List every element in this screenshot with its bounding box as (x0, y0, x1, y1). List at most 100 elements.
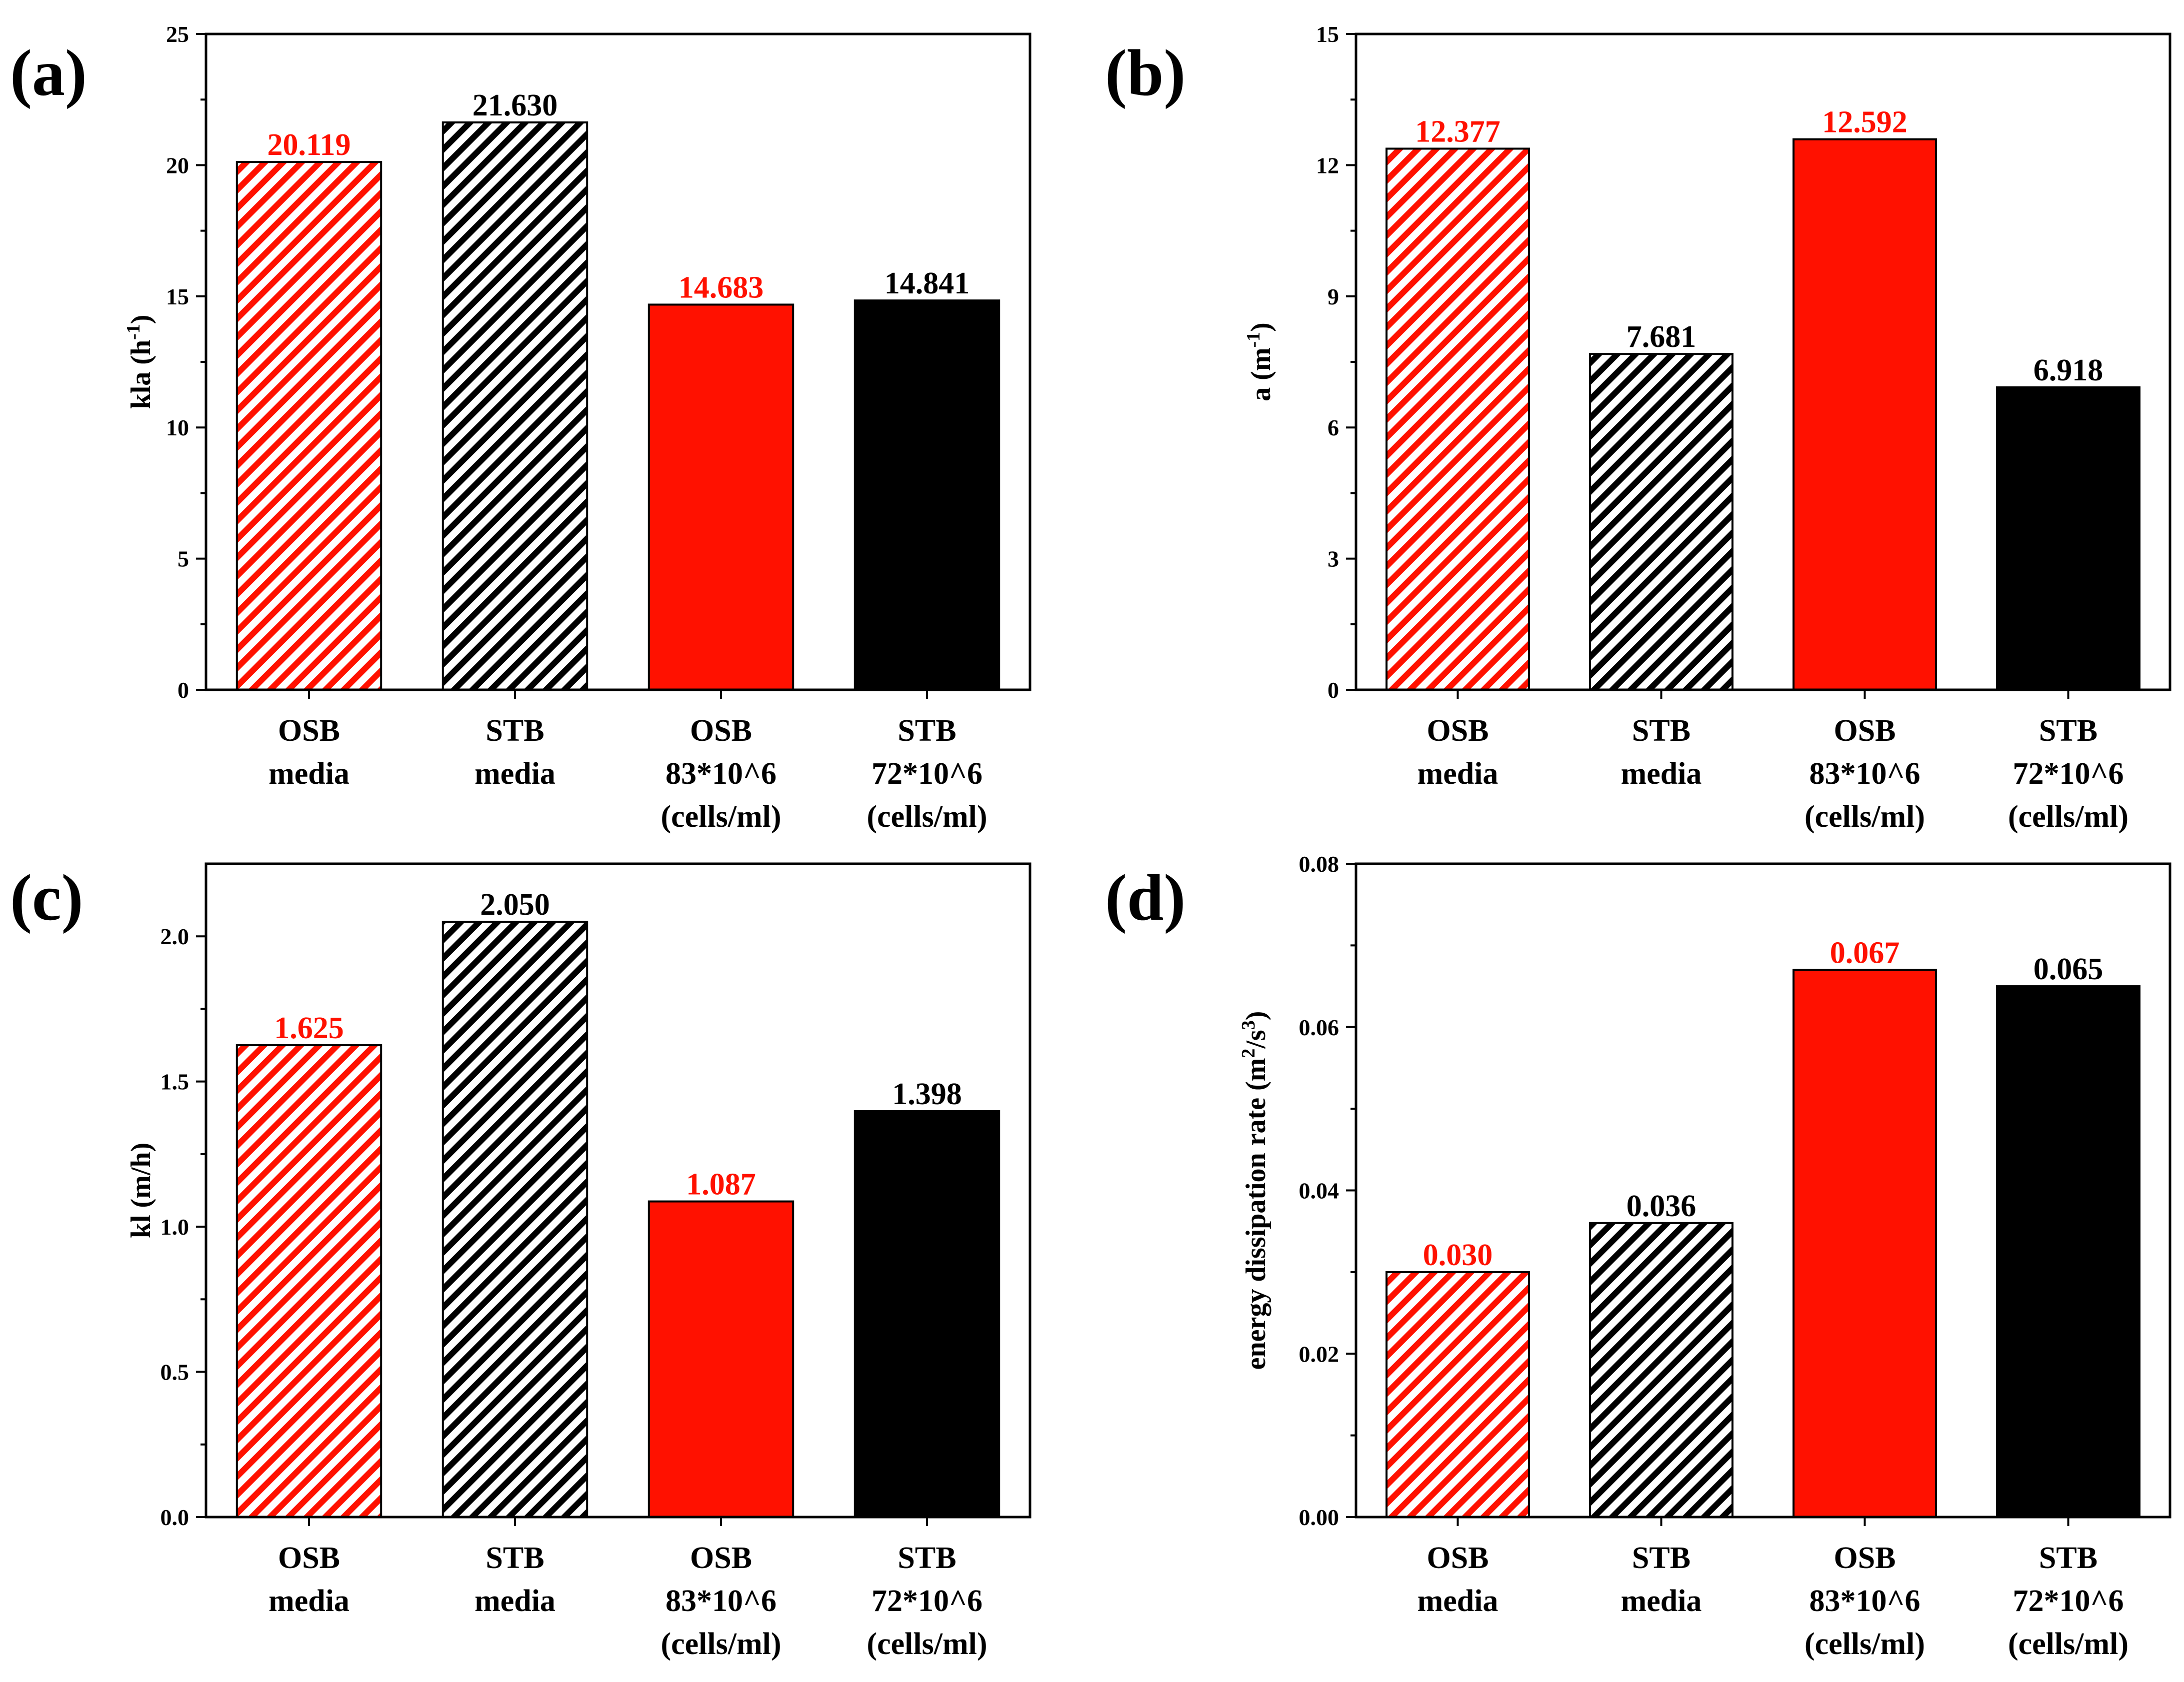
x-tick-label: 83*10^6 (666, 757, 776, 791)
x-tick-label: OSB (1834, 714, 1896, 748)
x-tick-label: OSB (278, 1541, 340, 1575)
x-tick-label: STB (2039, 714, 2098, 748)
x-tick-label: STB (1632, 714, 1690, 748)
y-tick-label: 25 (166, 21, 189, 47)
bar (1589, 353, 1734, 691)
bar (442, 121, 588, 691)
x-tick-label: OSB (690, 1541, 752, 1575)
y-tick-label: 15 (166, 284, 189, 309)
bar (1792, 138, 1937, 691)
bar (1386, 147, 1530, 691)
panel-c: (c) 1.625 OSB media 2.050 STB media 1.087 OSB 83*… (10, 861, 1032, 1661)
data-label: 1.398 (892, 1077, 962, 1111)
x-tick-label: (cells/ml) (866, 1627, 987, 1661)
y-tick-label: 0.08 (1299, 851, 1340, 877)
panel-label: (a) (10, 36, 87, 109)
x-tick-label: OSB (1834, 1541, 1896, 1575)
y-axis-label: kl (m/h) (126, 1143, 156, 1238)
bar (442, 921, 588, 1518)
y-tick-label: 20 (166, 152, 189, 178)
x-tick-label: media (474, 757, 556, 791)
x-tick-label: OSB (1426, 714, 1488, 748)
x-tick-label: (cells/ml) (660, 1627, 781, 1661)
x-tick-label: 83*10^6 (1809, 1584, 1920, 1618)
x-tick-label: (cells/ml) (1804, 800, 1925, 834)
bar (1792, 969, 1937, 1518)
data-label: 0.067 (1830, 936, 1900, 970)
y-tick-label: 15 (1316, 21, 1339, 47)
bar (648, 303, 794, 691)
x-tick-label: media (1418, 757, 1498, 791)
y-tick-label: 1.5 (160, 1069, 190, 1095)
y-axis-label: kla (h-1) (123, 315, 156, 409)
data-label: 0.036 (1626, 1189, 1696, 1223)
y-axis-label: a (m-1) (1243, 322, 1276, 401)
x-tick-label: OSB (278, 714, 340, 748)
data-label: 2.050 (480, 888, 550, 922)
bar (648, 1200, 794, 1518)
y-tick-label: 1.0 (160, 1214, 190, 1240)
x-tick-label: (cells/ml) (1804, 1627, 1925, 1661)
x-tick-label: (cells/ml) (2008, 800, 2128, 834)
y-tick-label: 2.0 (160, 924, 190, 949)
x-tick-label: (cells/ml) (660, 800, 781, 834)
y-tick-label: 12 (1316, 152, 1339, 178)
data-label: 1.087 (686, 1168, 756, 1202)
panel-label: (b) (1105, 36, 1186, 109)
data-label: 0.065 (2034, 952, 2104, 986)
x-tick-label: media (1621, 757, 1702, 791)
x-tick-label: 72*10^6 (872, 1584, 982, 1618)
panel-b: (b) 12.377 OSB media 7.681 STB media 12.592 OSB 8… (1105, 21, 2172, 834)
bar (854, 299, 1000, 691)
bar (1996, 985, 2140, 1518)
x-tick-label: (cells/ml) (866, 800, 987, 834)
y-tick-label: 3 (1328, 546, 1339, 572)
data-label: 14.683 (678, 270, 764, 304)
y-tick-label: 0 (178, 677, 189, 703)
bar (1996, 386, 2140, 691)
x-tick-label: media (1621, 1584, 1702, 1618)
x-tick-label: 72*10^6 (872, 757, 982, 791)
x-tick-label: STB (898, 1541, 956, 1575)
panel-label: (c) (10, 861, 84, 934)
y-tick-label: 0.5 (160, 1360, 190, 1385)
y-tick-label: 0.0 (160, 1505, 190, 1530)
y-tick-label: 0.00 (1299, 1505, 1340, 1530)
x-tick-label: 83*10^6 (1809, 757, 1920, 791)
data-label: 21.630 (472, 88, 558, 122)
x-tick-label: media (1418, 1584, 1498, 1618)
panel-a: (a) 20.119 OSB media 21.630 STB media 14.683 OSB… (10, 21, 1032, 834)
y-tick-label: 5 (178, 546, 189, 572)
bar (1589, 1222, 1734, 1519)
x-tick-label: media (268, 1584, 350, 1618)
bar (236, 161, 382, 691)
x-tick-label: media (474, 1584, 556, 1618)
x-tick-label: STB (486, 1541, 544, 1575)
data-label: 12.592 (1822, 105, 1908, 139)
panel-d: (d) 0.030 OSB media 0.036 STB media 0.067 OSB 83*… (1105, 851, 2172, 1661)
data-label: 1.625 (274, 1011, 344, 1045)
x-tick-label: STB (898, 714, 956, 748)
y-tick-label: 0.06 (1299, 1015, 1340, 1040)
y-tick-label: 0.02 (1299, 1341, 1340, 1367)
y-tick-label: 0 (1328, 677, 1339, 703)
x-tick-label: (cells/ml) (2008, 1627, 2128, 1661)
x-tick-label: 83*10^6 (666, 1584, 776, 1618)
panel-label: (d) (1105, 861, 1186, 934)
x-tick-label: STB (1632, 1541, 1690, 1575)
y-tick-label: 10 (166, 415, 189, 440)
x-tick-label: STB (486, 714, 544, 748)
data-label: 0.030 (1423, 1238, 1493, 1272)
x-tick-label: STB (2039, 1541, 2098, 1575)
bar (854, 1110, 1000, 1518)
bar (236, 1044, 382, 1519)
x-tick-label: 72*10^6 (2012, 757, 2124, 791)
y-tick-label: 0.04 (1299, 1178, 1340, 1204)
bar (1386, 1271, 1530, 1518)
plot-frame (204, 862, 1032, 1519)
x-tick-label: OSB (1426, 1541, 1488, 1575)
data-label: 12.377 (1415, 114, 1500, 148)
x-tick-label: OSB (690, 714, 752, 748)
